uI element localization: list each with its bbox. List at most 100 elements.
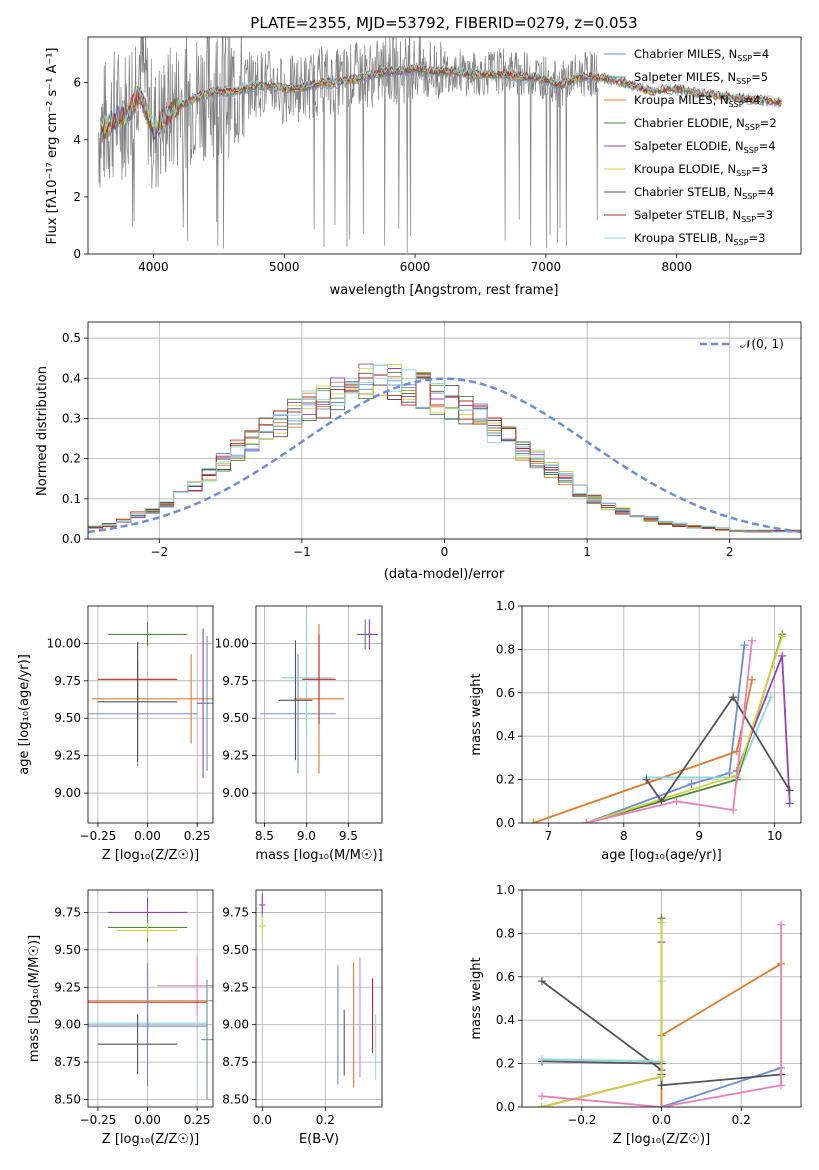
y-tick-label: 0.2 (496, 1057, 515, 1071)
error-bars (88, 622, 213, 779)
x-tick-label: 10 (767, 829, 782, 843)
axes-frame (255, 889, 383, 1108)
panel-ylabel: mass weight (469, 957, 484, 1039)
panel-xlabel: E(B-V) (299, 1132, 339, 1147)
x-tick-label: 0 (441, 545, 449, 559)
y-tick-label: 0.0 (496, 816, 515, 830)
spectrum-title: PLATE=2355, MJD=53792, FIBERID=0279, z=0… (250, 14, 637, 32)
spectrum-plot-area: 4000 5000 6000 7000 8000 0 2 4 6 (73, 36, 802, 274)
y-tick-label: 9.00 (54, 786, 81, 800)
y-tick-label: 8.75 (54, 1055, 81, 1069)
y-tick-label: 0.8 (496, 926, 515, 940)
x-tick-label: 4000 (138, 260, 169, 274)
x-tick-label: 0.00 (134, 829, 161, 843)
x-tick-label: 9.5 (339, 829, 358, 843)
y-tick-label: 0.6 (496, 970, 515, 984)
legend-label-sub: SSP (734, 238, 749, 247)
x-tick-label: 5000 (269, 260, 300, 274)
panel-ylabel: age [log₁₀(age/yr)] (17, 654, 32, 775)
y-tick-label: 0.6 (496, 686, 515, 700)
y-tick-label: 10.00 (215, 636, 249, 650)
y-tick-label: 9.50 (54, 711, 81, 725)
weight-line (541, 922, 663, 1107)
weight-vs-age-panel: 7 8 9 10 0.0 0.2 0.4 0.6 0.8 1.0 age [log₁₀(age/yr… (469, 599, 802, 863)
legend-label-tail: =5 (751, 70, 768, 84)
legend-label-sub: SSP (729, 100, 744, 109)
x-tick-label: 0.0 (652, 1113, 671, 1127)
residual-legend: 𝒩(0, 1) (700, 337, 784, 351)
y-tick-label: 4 (73, 133, 81, 147)
y-tick-label: 0.1 (62, 492, 81, 506)
panel-xlabel: Z [log₁₀(Z/Z☉)] (102, 1132, 199, 1147)
x-tick-label: 0.25 (184, 1113, 211, 1127)
x-tick-label: 1 (583, 545, 591, 559)
panel-xlabel: mass [log₁₀(M/M☉)] (255, 848, 382, 863)
legend-label-tail: =4 (752, 47, 769, 61)
legend-label-tail: =2 (760, 116, 777, 130)
y-tick-label: 9.00 (54, 1018, 81, 1032)
weight-line (541, 918, 663, 1107)
legend-label-tail: =4 (759, 139, 776, 153)
x-tick-label: 8000 (661, 260, 692, 274)
x-tick-label: 0.0 (253, 1113, 272, 1127)
legend-label-tail: =3 (751, 162, 768, 176)
panel-ylabel: mass weight (469, 673, 484, 755)
y-tick-label: 0.2 (62, 452, 81, 466)
axes-frame (521, 605, 802, 824)
weight-line (646, 696, 772, 779)
legend-label: Kroupa MILES, NSSP=4 (634, 93, 760, 109)
axes-frame (255, 605, 383, 824)
residual-ylabel: Normed distribution (35, 366, 50, 496)
y-tick-label: 9.50 (222, 943, 249, 957)
legend-label-main: Salpeter MILES, N (634, 70, 736, 84)
y-tick-label: 0.4 (496, 729, 515, 743)
y-tick-label: 9.75 (54, 905, 81, 919)
mass-vs-z-panel: −0.25 0.00 0.25 8.50 8.75 9.00 9.25 9.50 9.75 Z [… (27, 889, 214, 1147)
y-tick-label: 8.50 (54, 1093, 81, 1107)
y-tick-label: 1.0 (496, 883, 515, 897)
age-vs-z-panel: −0.25 0.00 0.25 9.00 9.25 9.50 9.75 10.00 Z [log… (17, 605, 214, 863)
weight-line (541, 981, 663, 1063)
model-spectrum-line (98, 63, 782, 138)
legend-label: Kroupa ELODIE, NSSP=3 (634, 162, 768, 178)
residual-histogram (88, 364, 801, 539)
legend-label-main: Kroupa MILES, N (634, 93, 729, 107)
weight-line (736, 655, 791, 804)
legend-label-sub: SSP (744, 146, 759, 155)
axes-frame (87, 321, 802, 540)
y-tick-label: 0.0 (496, 1100, 515, 1114)
y-tick-label: 8.75 (222, 1055, 249, 1069)
residual-plot-area: −2 −1 0 1 2 0.0 0.1 0.2 0.3 0.4 0.5 (62, 321, 802, 559)
mass-vs-ebv-panel: 0.0 0.2 8.50 8.75 9.00 9.25 9.50 9.75 E(B-V) (222, 889, 383, 1147)
x-tick-label: −0.2 (567, 1113, 596, 1127)
x-tick-label: 0.2 (316, 1113, 335, 1127)
panel-ylabel: mass [log₁₀(M/M☉)] (27, 935, 42, 1062)
x-tick-label: −1 (293, 545, 311, 559)
x-tick-label: 8 (620, 829, 628, 843)
legend-label: Chabrier ELODIE, NSSP=2 (634, 116, 777, 132)
error-bars (259, 892, 377, 1088)
weight-vs-z-panel: −0.2 0.0 0.2 0.0 0.2 0.4 0.6 0.8 1.0 Z [log₁₀(Z/Z… (469, 883, 802, 1147)
legend-label-sub: SSP (741, 215, 756, 224)
x-tick-label: −0.25 (80, 1113, 117, 1127)
x-tick-label: 9.0 (297, 829, 316, 843)
x-tick-label: 0.2 (732, 1113, 751, 1127)
legend-label: Salpeter ELODIE, NSSP=4 (634, 139, 776, 155)
y-tick-label: 9.50 (222, 711, 249, 725)
legend-label: Chabrier STELIB, NSSP=4 (634, 185, 774, 201)
x-tick-label: −2 (150, 545, 168, 559)
axes-frame (521, 889, 802, 1108)
axes-frame (87, 36, 802, 255)
y-tick-label: 2 (73, 190, 81, 204)
legend-label-tail: =3 (756, 208, 773, 222)
y-tick-label: 9.75 (222, 905, 249, 919)
legend-label-sub: SSP (736, 77, 751, 86)
y-tick-label: 9.25 (54, 980, 81, 994)
y-tick-label: 9.50 (54, 943, 81, 957)
y-tick-label: 8.50 (222, 1093, 249, 1107)
y-tick-label: 0.0 (62, 532, 81, 546)
legend-label-tail: =3 (749, 231, 766, 245)
age-vs-mass-panel: 8.5 9.0 9.5 9.00 9.25 9.50 9.75 10.00 mass [log₁… (215, 605, 383, 863)
y-tick-label: 9.00 (222, 1018, 249, 1032)
